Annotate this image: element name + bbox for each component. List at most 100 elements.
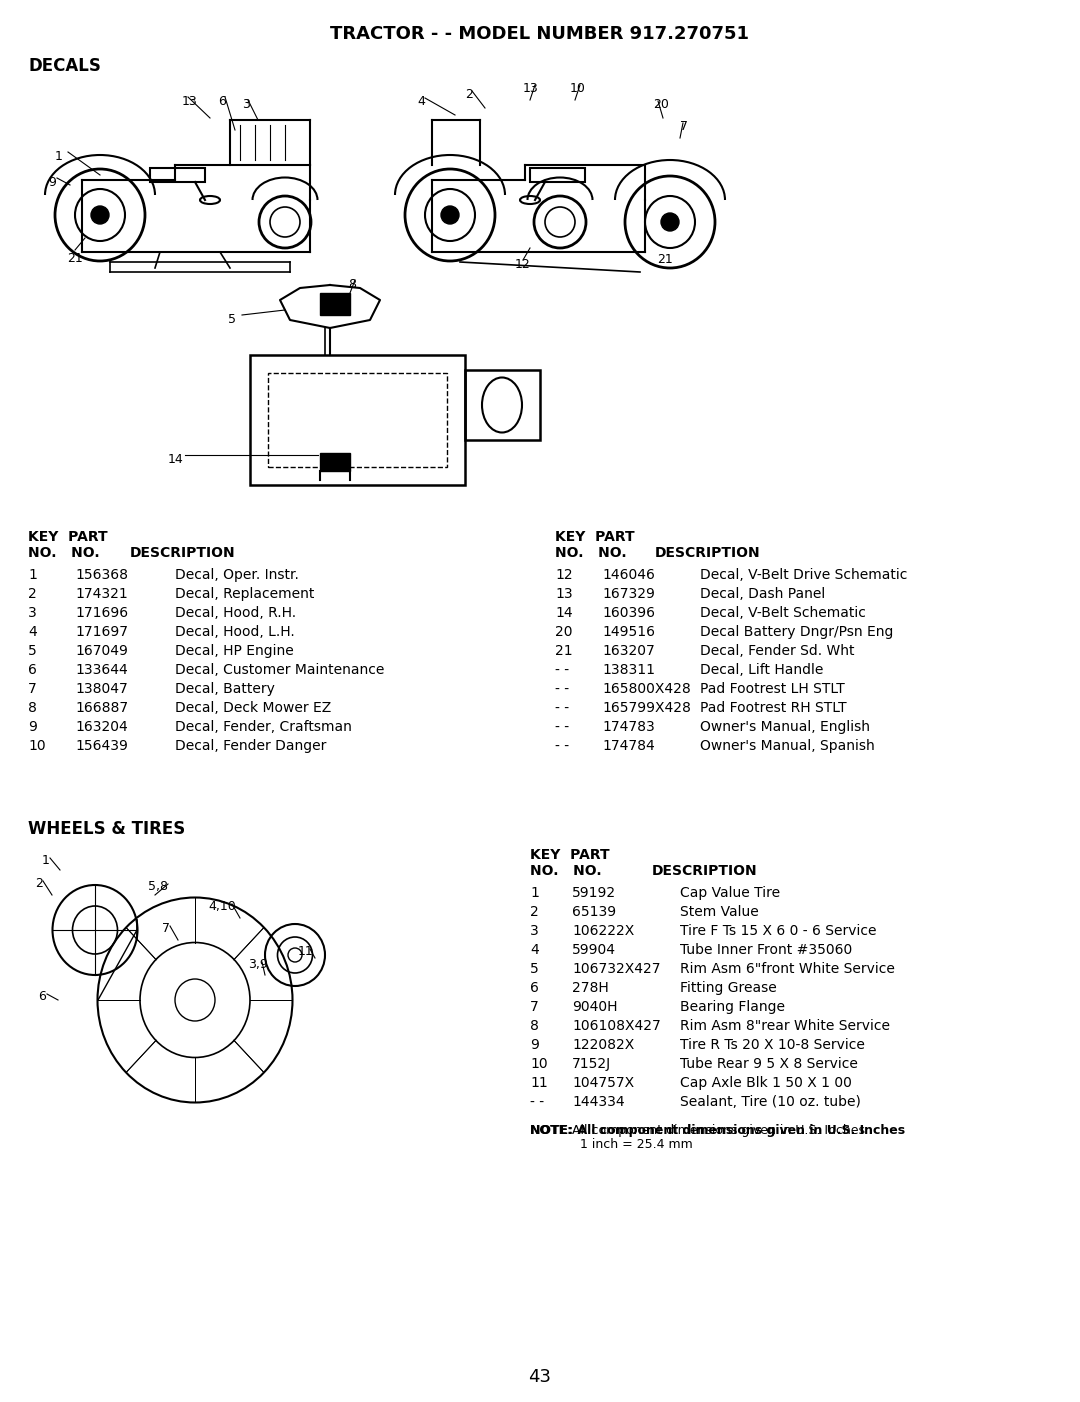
Text: Decal, Oper. Instr.: Decal, Oper. Instr. <box>175 568 299 582</box>
Text: Decal, Lift Handle: Decal, Lift Handle <box>700 663 823 677</box>
Text: Owner's Manual, Spanish: Owner's Manual, Spanish <box>700 739 875 753</box>
Text: Decal, Customer Maintenance: Decal, Customer Maintenance <box>175 663 384 677</box>
Text: 2: 2 <box>28 587 37 601</box>
Text: Tube Inner Front #35060: Tube Inner Front #35060 <box>680 944 852 958</box>
Text: 171696: 171696 <box>75 606 129 620</box>
Text: 9040H: 9040H <box>572 1000 618 1014</box>
Text: All component dimensions given in U.S. Inches: All component dimensions given in U.S. I… <box>568 1124 865 1137</box>
Text: 1: 1 <box>530 886 539 900</box>
Text: 1: 1 <box>42 854 50 866</box>
Bar <box>465 370 540 440</box>
Text: 3,9: 3,9 <box>248 958 268 972</box>
Text: 9: 9 <box>48 177 56 189</box>
Text: Cap Axle Blk 1 50 X 1 00: Cap Axle Blk 1 50 X 1 00 <box>680 1075 852 1089</box>
Text: Stem Value: Stem Value <box>680 906 759 918</box>
Text: KEY  PART: KEY PART <box>530 848 609 862</box>
Text: 5: 5 <box>228 313 237 327</box>
Text: 2: 2 <box>465 88 473 101</box>
Text: 146046: 146046 <box>602 568 654 582</box>
Text: DECALS: DECALS <box>28 57 100 74</box>
Text: 106222X: 106222X <box>572 924 634 938</box>
Text: 167329: 167329 <box>602 587 654 601</box>
Text: 21: 21 <box>555 644 572 658</box>
Text: 43: 43 <box>528 1368 552 1387</box>
Text: Decal, Hood, R.H.: Decal, Hood, R.H. <box>175 606 296 620</box>
Text: 163207: 163207 <box>602 644 654 658</box>
Text: 11: 11 <box>298 945 314 958</box>
Text: 8: 8 <box>28 701 37 715</box>
Text: WHEELS & TIRES: WHEELS & TIRES <box>28 820 186 838</box>
Text: 165799X428: 165799X428 <box>602 701 691 715</box>
Text: 13: 13 <box>183 95 198 108</box>
Text: Decal, Deck Mower EZ: Decal, Deck Mower EZ <box>175 701 332 715</box>
Text: 174783: 174783 <box>602 721 654 735</box>
Text: Tire F Ts 15 X 6 0 - 6 Service: Tire F Ts 15 X 6 0 - 6 Service <box>680 924 877 938</box>
Text: 8: 8 <box>530 1019 539 1033</box>
Text: Bearing Flange: Bearing Flange <box>680 1000 785 1014</box>
Text: 122082X: 122082X <box>572 1037 634 1052</box>
Text: Pad Footrest LH STLT: Pad Footrest LH STLT <box>700 681 845 695</box>
Text: 21: 21 <box>67 252 83 265</box>
Text: 7: 7 <box>530 1000 539 1014</box>
Text: Pad Footrest RH STLT: Pad Footrest RH STLT <box>700 701 847 715</box>
Text: 21: 21 <box>657 252 673 266</box>
Text: 7: 7 <box>28 681 37 695</box>
Text: 7: 7 <box>162 923 170 935</box>
Text: 5: 5 <box>530 962 539 976</box>
Text: 278H: 278H <box>572 981 609 995</box>
Text: 4: 4 <box>417 95 424 108</box>
Text: - -: - - <box>555 739 569 753</box>
Text: 2: 2 <box>530 906 539 918</box>
Text: 7152J: 7152J <box>572 1057 611 1071</box>
Text: Sealant, Tire (10 oz. tube): Sealant, Tire (10 oz. tube) <box>680 1095 861 1109</box>
Text: Decal, V-Belt Schematic: Decal, V-Belt Schematic <box>700 606 866 620</box>
Ellipse shape <box>661 213 679 231</box>
Text: 11: 11 <box>530 1075 548 1089</box>
Text: 1: 1 <box>28 568 37 582</box>
Ellipse shape <box>441 206 459 224</box>
Text: 138311: 138311 <box>602 663 654 677</box>
Text: 8: 8 <box>348 278 356 292</box>
Text: NO.   NO.: NO. NO. <box>28 545 99 559</box>
Text: 65139: 65139 <box>572 906 616 918</box>
Text: 4,10: 4,10 <box>208 900 235 913</box>
Text: 104757X: 104757X <box>572 1075 634 1089</box>
Bar <box>320 293 350 315</box>
Text: 6: 6 <box>38 990 45 1002</box>
Text: NOTE: All component dimensions given in U.S. Inches: NOTE: All component dimensions given in … <box>530 1124 905 1137</box>
Text: 166887: 166887 <box>75 701 129 715</box>
Text: 14: 14 <box>168 453 184 465</box>
Text: 1 inch = 25.4 mm: 1 inch = 25.4 mm <box>580 1138 692 1151</box>
Text: Rim Asm 6"front White Service: Rim Asm 6"front White Service <box>680 962 895 976</box>
Text: 106732X427: 106732X427 <box>572 962 661 976</box>
Text: KEY  PART: KEY PART <box>28 530 108 544</box>
Text: 9: 9 <box>28 721 37 735</box>
Text: Decal, Fender Sd. Wht: Decal, Fender Sd. Wht <box>700 644 854 658</box>
Text: 6: 6 <box>530 981 539 995</box>
Ellipse shape <box>91 206 109 224</box>
Text: 13: 13 <box>555 587 572 601</box>
Text: 4: 4 <box>530 944 539 958</box>
Text: 10: 10 <box>570 81 585 95</box>
Text: 59904: 59904 <box>572 944 616 958</box>
Text: 3: 3 <box>530 924 539 938</box>
Text: Fitting Grease: Fitting Grease <box>680 981 777 995</box>
Text: 9: 9 <box>530 1037 539 1052</box>
Text: 10: 10 <box>530 1057 548 1071</box>
Text: - -: - - <box>555 663 569 677</box>
Bar <box>150 168 205 182</box>
Text: Decal, Battery: Decal, Battery <box>175 681 275 695</box>
Text: Tube Rear 9 5 X 8 Service: Tube Rear 9 5 X 8 Service <box>680 1057 858 1071</box>
Text: 149516: 149516 <box>602 625 654 639</box>
Text: DESCRIPTION: DESCRIPTION <box>130 545 235 559</box>
Text: 14: 14 <box>555 606 572 620</box>
Text: Decal, Hood, L.H.: Decal, Hood, L.H. <box>175 625 295 639</box>
Text: 1: 1 <box>55 150 63 163</box>
Text: 3: 3 <box>242 98 249 111</box>
Text: - -: - - <box>555 681 569 695</box>
Text: Decal, Fender, Craftsman: Decal, Fender, Craftsman <box>175 721 352 735</box>
Text: Decal Battery Dngr/Psn Eng: Decal Battery Dngr/Psn Eng <box>700 625 893 639</box>
Text: 165800X428: 165800X428 <box>602 681 691 695</box>
Text: 160396: 160396 <box>602 606 654 620</box>
Text: 12: 12 <box>555 568 572 582</box>
